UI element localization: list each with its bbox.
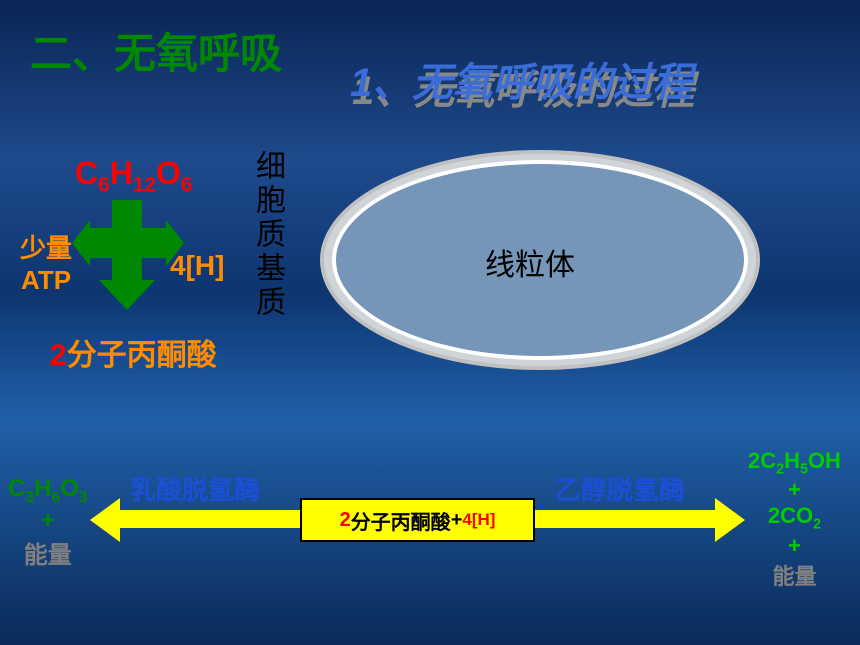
atp-line2: ATP bbox=[21, 265, 71, 295]
subtitle: 1、无氧呼吸的过程 bbox=[350, 50, 692, 108]
pyruvate-label: 2分子丙酮酸 bbox=[50, 330, 217, 374]
mitochondria-label: 线粒体 bbox=[485, 240, 575, 284]
cbox-plus: + bbox=[451, 509, 463, 532]
glycolysis-arrow-cross bbox=[88, 228, 168, 258]
ethanol-formula: 2C2H5OH bbox=[748, 448, 841, 473]
lactic-formula: C3H6O3 bbox=[8, 475, 87, 502]
right-arrow-shaft bbox=[535, 510, 715, 528]
plus-icon: + bbox=[788, 533, 801, 558]
glycolysis-arrow-head-right bbox=[166, 220, 184, 266]
lactate-dehydrogenase-label: 乳酸脱氢酶 bbox=[130, 470, 260, 507]
energy-label-right: 能量 bbox=[772, 564, 816, 589]
plus-icon: + bbox=[788, 477, 801, 502]
glucose-formula: C6H12O6 bbox=[75, 155, 192, 197]
right-arrow-head bbox=[715, 498, 745, 542]
atp-label: 少量 ATP bbox=[20, 228, 72, 296]
cbox-h: 4[H] bbox=[462, 510, 495, 530]
ethanol-product: 2C2H5OH + 2CO2 + 能量 bbox=[748, 448, 841, 591]
cbox-mid: 分子丙酮酸 bbox=[351, 506, 451, 535]
glycolysis-arrow-head-left bbox=[72, 220, 90, 266]
pyruvate-center-box: 2分子丙酮酸 + 4[H] bbox=[300, 498, 535, 542]
energy-label-left: 能量 bbox=[24, 542, 72, 569]
cbox-prefix: 2 bbox=[340, 509, 351, 532]
pyruvate-count: 2 bbox=[50, 339, 67, 372]
pyruvate-text: 分子丙酮酸 bbox=[67, 339, 217, 372]
cytoplasm-matrix-label: 细胞质基质 bbox=[245, 150, 289, 320]
section-title: 二、无氧呼吸 bbox=[30, 20, 282, 81]
left-arrow-head bbox=[90, 498, 120, 542]
plus-icon: + bbox=[41, 507, 55, 534]
alcohol-dehydrogenase-label: 乙醇脱氢酶 bbox=[555, 470, 685, 507]
co2-formula: 2CO2 bbox=[768, 503, 821, 528]
lactic-acid-product: C3H6O3 + 能量 bbox=[8, 475, 87, 570]
atp-line1: 少量 bbox=[20, 233, 72, 263]
glycolysis-arrow-head-down bbox=[99, 280, 155, 310]
left-arrow-shaft bbox=[120, 510, 300, 528]
